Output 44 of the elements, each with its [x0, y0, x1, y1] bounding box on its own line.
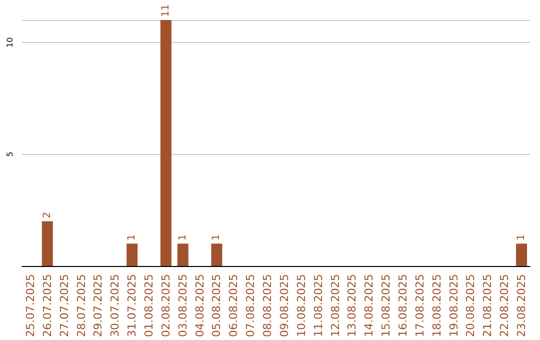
data-label: 1	[177, 234, 188, 241]
x-tick-label: 04.08.2025	[193, 274, 206, 338]
x-tick-label: 28.07.2025	[74, 274, 88, 338]
bar	[516, 244, 528, 266]
x-tick-label: 08.08.2025	[261, 274, 274, 338]
x-tick-label: 07.08.2025	[244, 274, 258, 338]
bar	[211, 244, 222, 266]
y-tick-label: 10	[6, 37, 14, 48]
bar	[177, 244, 188, 266]
x-tick-label: 30.07.2025	[108, 274, 122, 338]
x-tick-label: 29.07.2025	[92, 274, 105, 338]
x-tick-label: 27.07.2025	[58, 274, 71, 338]
x-tick-label: 09.08.2025	[278, 274, 291, 338]
x-tick-label: 14.08.2025	[362, 274, 376, 338]
x-tick-label: 13.08.2025	[346, 274, 359, 338]
data-label: 1	[516, 234, 528, 241]
x-tick-label: 19.08.2025	[447, 274, 460, 338]
data-label: 1	[211, 234, 222, 241]
x-tick-label: 11.08.2025	[312, 274, 325, 338]
bar	[160, 20, 172, 266]
x-tick-label: 15.08.2025	[380, 274, 393, 338]
x-tick-label: 06.08.2025	[227, 274, 240, 338]
x-tick-label: 01.08.2025	[142, 274, 156, 338]
bar	[126, 244, 138, 266]
x-tick-label: 21.08.2025	[481, 274, 494, 338]
x-tick-label: 03.08.2025	[176, 274, 190, 338]
x-tick-label: 16.08.2025	[396, 274, 410, 338]
x-tick-label: 17.08.2025	[413, 274, 426, 338]
y-tick-label: 5	[6, 152, 14, 157]
x-tick-label: 05.08.2025	[210, 274, 224, 338]
x-tick-label: 22.08.2025	[498, 274, 512, 338]
bar	[42, 221, 53, 266]
data-label: 11	[160, 4, 172, 17]
data-label: 1	[126, 234, 138, 241]
x-tick-label: 18.08.2025	[430, 274, 444, 338]
x-tick-label: 26.07.2025	[40, 274, 54, 338]
x-tick-label: 20.08.2025	[464, 274, 478, 338]
x-tick-label: 12.08.2025	[328, 274, 342, 338]
x-tick-label: 25.07.2025	[24, 274, 37, 338]
x-tick-label: 31.07.2025	[126, 274, 139, 338]
x-tick-label: 10.08.2025	[294, 274, 308, 338]
data-label: 2	[42, 212, 53, 218]
x-tick-label: 02.08.2025	[159, 274, 172, 338]
x-tick-label: 23.08.2025	[515, 274, 528, 338]
